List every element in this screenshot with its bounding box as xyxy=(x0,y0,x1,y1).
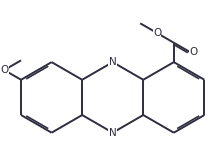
Text: N: N xyxy=(109,57,117,67)
Text: N: N xyxy=(109,128,117,138)
Text: O: O xyxy=(190,47,198,57)
Text: O: O xyxy=(153,28,161,38)
Text: O: O xyxy=(0,65,8,75)
